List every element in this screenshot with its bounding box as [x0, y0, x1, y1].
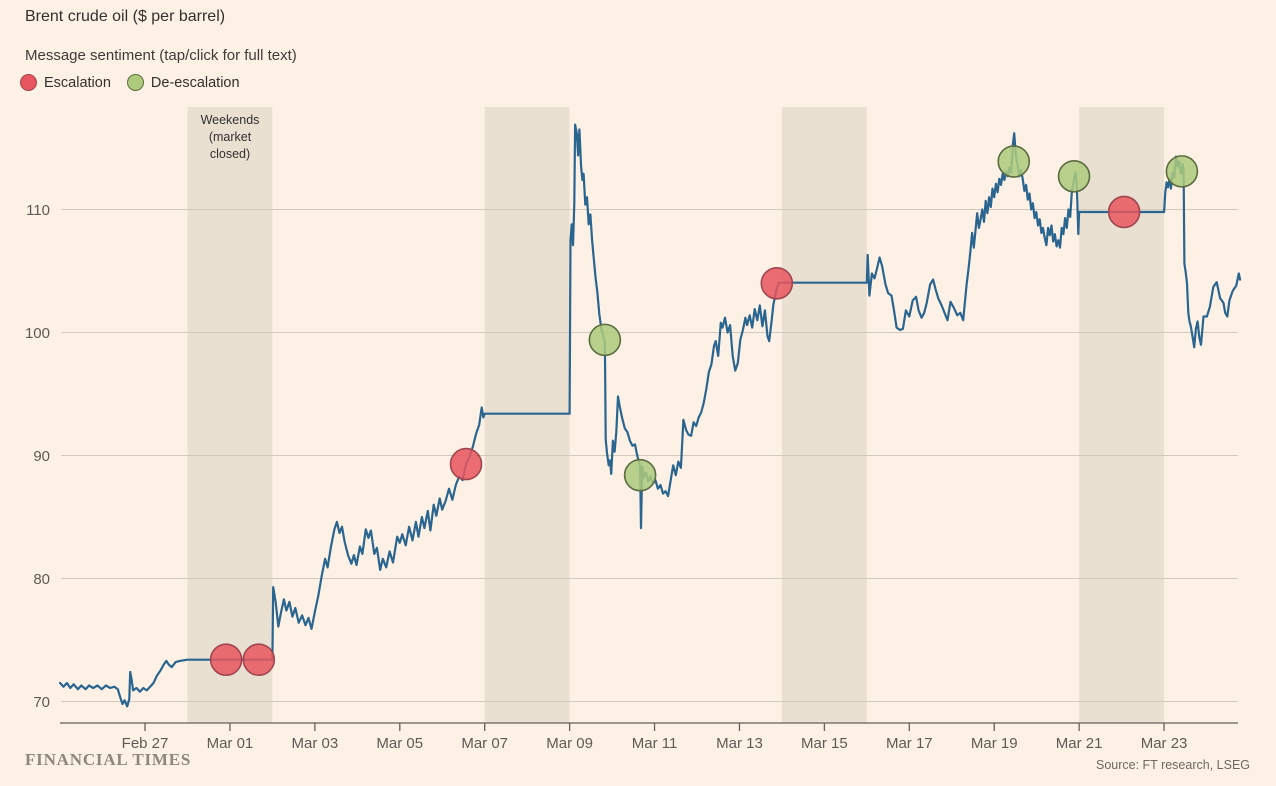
x-tick-label: Mar 09: [546, 735, 593, 752]
price-line: [58, 123, 1242, 708]
escalation-marker[interactable]: [760, 266, 794, 300]
chart-subtitle: Message sentiment (tap/click for full te…: [25, 47, 297, 64]
weekend-band-note-line: closed): [209, 147, 251, 161]
x-tick-label: Mar 15: [801, 735, 848, 752]
x-tick-label: Mar 13: [716, 735, 763, 752]
source-note: Source: FT research, LSEG: [1096, 758, 1250, 772]
sentiment-legend: Escalation De-escalation: [20, 74, 256, 91]
x-tick-label: Mar 21: [1056, 735, 1103, 752]
deescalation-dot-icon: [126, 74, 144, 91]
legend-escalation-label: Escalation: [44, 74, 111, 91]
y-tick-label: 110: [26, 202, 50, 219]
escalation-marker[interactable]: [209, 643, 243, 676]
weekend-band-note-line: (market: [208, 130, 252, 144]
y-tick-label: 100: [25, 325, 50, 342]
de-escalation-marker[interactable]: [588, 323, 622, 357]
x-tick-label: Mar 11: [632, 735, 678, 752]
x-tick-label: Mar 23: [1141, 735, 1188, 752]
x-tick-label: Mar 05: [376, 735, 423, 752]
x-tick-label: Mar 07: [461, 735, 508, 752]
y-tick-label: 70: [33, 694, 50, 711]
y-tick-label: 90: [33, 448, 50, 465]
weekend-band-note-line: Weekends: [200, 113, 260, 127]
financial-times-logo: FINANCIAL TIMES: [25, 750, 192, 769]
y-tick-label: 80: [33, 571, 50, 588]
x-tick-label: Mar 03: [292, 735, 339, 752]
de-escalation-marker[interactable]: [1057, 159, 1091, 193]
escalation-marker[interactable]: [449, 447, 483, 481]
x-tick-label: Mar 01: [207, 735, 254, 752]
legend-item-escalation: Escalation: [20, 74, 111, 91]
x-tick-label: Mar 17: [886, 735, 933, 752]
de-escalation-marker[interactable]: [997, 145, 1031, 178]
de-escalation-marker[interactable]: [1165, 155, 1199, 188]
weekend-band: [781, 107, 867, 723]
legend-deescalation-label: De-escalation: [150, 74, 240, 91]
escalation-dot-icon: [20, 74, 37, 91]
escalation-marker[interactable]: [242, 643, 276, 676]
legend-item-deescalation: De-escalation: [126, 74, 240, 91]
weekend-band: [484, 107, 570, 723]
weekend-band: [187, 107, 273, 723]
page-title: Brent crude oil ($ per barrel): [25, 8, 226, 25]
x-tick-label: Mar 19: [971, 735, 1018, 752]
x-tick-label: Feb 27: [122, 735, 169, 752]
weekend-band-note: Weekends (market closed): [187, 112, 273, 163]
escalation-marker[interactable]: [1107, 195, 1141, 229]
de-escalation-marker[interactable]: [623, 458, 657, 492]
